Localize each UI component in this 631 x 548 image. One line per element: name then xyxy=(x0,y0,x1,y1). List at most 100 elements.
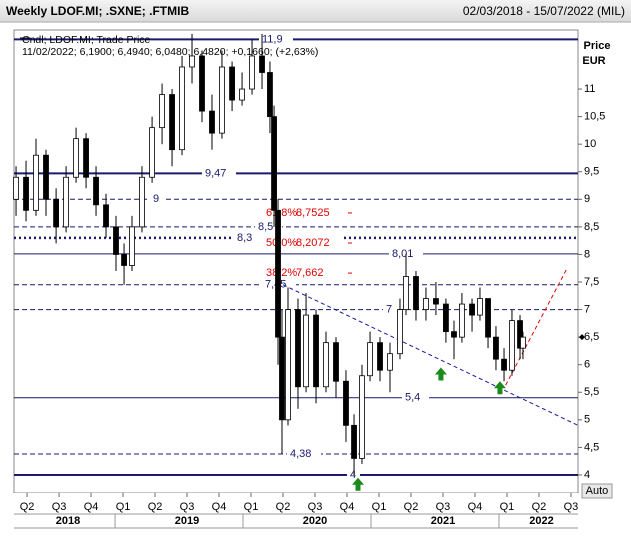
fib-level: 7,662 xyxy=(296,267,324,279)
level-label-bg xyxy=(259,32,293,46)
candle-body xyxy=(53,198,60,228)
level-label: 4,38 xyxy=(290,448,311,460)
candle-body xyxy=(377,342,383,371)
candle-body xyxy=(333,342,339,382)
level-label: 11,9 xyxy=(262,33,283,45)
trendline xyxy=(505,267,568,386)
candle-body xyxy=(443,303,449,333)
level-label-bg xyxy=(287,447,321,461)
signal-arrow xyxy=(352,477,365,491)
candle-body xyxy=(259,55,265,73)
fib-label-bg xyxy=(264,266,342,280)
y-tick-label: 7 xyxy=(584,303,590,315)
level-label-bg xyxy=(383,302,396,316)
y-tick-label: 10,5 xyxy=(584,111,605,123)
candle-body xyxy=(159,94,165,129)
y-tick-label: 8 xyxy=(584,248,590,260)
level-label: 5,4 xyxy=(405,392,420,404)
candle-body xyxy=(23,176,29,211)
level-label-bg xyxy=(234,230,261,244)
candle-body xyxy=(83,138,89,178)
candle-body xyxy=(343,380,349,426)
x-tick-label: Q2 xyxy=(148,501,163,513)
x-tick-label: Q2 xyxy=(404,501,419,513)
year-label: 2021 xyxy=(431,515,455,527)
fib-label-bg xyxy=(264,236,342,250)
y-tick-label: 5,5 xyxy=(584,386,599,398)
year-label: 2019 xyxy=(175,515,199,527)
candle-body xyxy=(493,336,499,360)
y-axis-title: EUR xyxy=(582,55,605,67)
candle-body xyxy=(169,94,175,151)
candle-body xyxy=(279,336,285,421)
year-label: 2020 xyxy=(303,515,327,527)
candle-body xyxy=(413,276,419,310)
y-tick-label: 9,5 xyxy=(584,166,599,178)
x-tick-label: Q1 xyxy=(372,501,387,513)
candle-body xyxy=(313,314,319,388)
level-label: 7 xyxy=(386,303,392,315)
candle-body xyxy=(459,303,465,338)
fib-level: 8,7525 xyxy=(296,207,330,219)
level-label: 8,3 xyxy=(237,232,252,244)
candle-body xyxy=(397,309,403,355)
chart-title: Weekly LDOF.MI; .SXNE; .FTMIB xyxy=(6,4,189,18)
candle-body xyxy=(403,276,409,310)
candle-body xyxy=(485,298,491,338)
x-tick-label: Q4 xyxy=(212,501,227,513)
x-tick-label: Q4 xyxy=(84,501,99,513)
year-label: 2018 xyxy=(56,515,80,527)
candle-body xyxy=(520,336,526,349)
candle-body xyxy=(451,331,457,338)
candle-body xyxy=(267,72,273,118)
year-label: 2022 xyxy=(529,515,553,527)
x-tick-label: Q1 xyxy=(244,501,259,513)
y-tick-label: 4 xyxy=(584,469,590,481)
candle-body xyxy=(387,353,393,371)
fib-level: 8,2072 xyxy=(296,237,330,249)
candle-body xyxy=(295,309,301,388)
x-tick-label: Q2 xyxy=(20,501,35,513)
y-tick-label: 9 xyxy=(584,193,590,205)
candle-body xyxy=(303,314,309,388)
level-label-bg xyxy=(389,246,423,260)
x-tick-label: Q2 xyxy=(276,501,291,513)
fib-label-bg xyxy=(264,205,342,219)
y-tick-label: 5 xyxy=(584,414,590,426)
candle-body xyxy=(93,176,99,206)
candle-body xyxy=(43,154,49,200)
candle-body xyxy=(359,375,365,459)
auto-button[interactable] xyxy=(581,483,613,499)
candle-body xyxy=(509,320,515,371)
signal-arrow xyxy=(434,367,447,381)
fib-pct: 61,8% xyxy=(266,207,297,219)
x-tick-label: Q3 xyxy=(52,501,67,513)
date-range: 02/03/2018 - 15/07/2022 (MIL) xyxy=(463,4,625,18)
auto-button-label[interactable]: Auto xyxy=(586,485,609,497)
y-tick-label: 6 xyxy=(584,359,590,371)
fib-pct: 38,2% xyxy=(266,267,297,279)
candle-body xyxy=(249,55,255,90)
y-axis-title: Price xyxy=(584,40,611,52)
candle-body xyxy=(501,358,507,371)
x-tick-label: Q3 xyxy=(436,501,451,513)
x-tick-label: Q1 xyxy=(116,501,131,513)
level-label-bg xyxy=(202,166,236,180)
level-label: 9,47 xyxy=(205,167,226,179)
candle-body xyxy=(113,226,119,255)
title-bar xyxy=(0,0,631,22)
candle-body xyxy=(139,176,145,228)
legend-series: Cndl; LDOF.MI; Trade Price xyxy=(22,34,151,46)
level-label: 8,5 xyxy=(258,221,273,233)
y-tick-label: 8,5 xyxy=(584,221,599,233)
candle-body xyxy=(33,154,39,211)
x-tick-label: Q3 xyxy=(308,501,323,513)
candle-body xyxy=(13,176,19,200)
y-tick-label: 11 xyxy=(584,83,595,95)
candle-body xyxy=(323,342,329,388)
level-label-bg xyxy=(347,467,360,481)
x-tick-label: Q3 xyxy=(180,501,195,513)
candle-body xyxy=(351,424,357,459)
